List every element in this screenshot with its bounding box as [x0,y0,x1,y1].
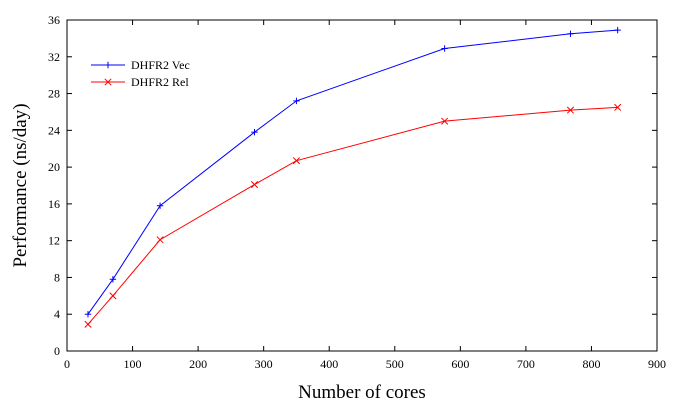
y-tick-label: 4 [54,307,60,321]
legend-marker [104,78,112,86]
y-tick-label: 12 [48,234,60,248]
legend-item: DHFR2 Rel [91,75,189,89]
data-point [441,45,448,52]
series-layer [84,26,622,328]
y-tick-label: 16 [48,197,60,211]
plot-frame [66,19,658,352]
y-tick-label: 8 [54,270,60,284]
data-point [567,30,574,37]
x-axis-title: Number of cores [298,382,426,403]
data-point [156,202,164,209]
series-line [87,29,618,315]
legend-marker [104,61,112,69]
y-tick-label: 20 [48,160,60,174]
x-tick-label: 100 [124,357,142,371]
data-point [614,103,622,111]
x-tick-label: 600 [451,357,469,371]
series-0 [84,26,621,318]
x-tick-label: 0 [64,357,70,371]
legend-label: DHFR2 Rel [131,75,189,89]
data-point [293,97,300,105]
data-point [250,181,259,189]
data-point [566,106,575,114]
x-tick-label: 300 [255,357,273,371]
data-point [614,26,621,34]
legend-label: DHFR2 Vec [131,58,190,72]
y-axis-title: Performance (ns/day) [10,103,31,267]
series-1 [84,103,622,328]
y-tick-label: 32 [48,50,60,64]
y-tick-label: 0 [54,344,60,358]
x-tick-label: 500 [386,357,404,371]
x-tick-label: 800 [582,357,600,371]
y-tick-label: 36 [48,13,60,27]
x-tick-label: 700 [517,357,535,371]
x-tick-label: 400 [320,357,338,371]
data-point [251,128,258,136]
series-line [87,106,618,325]
data-point [441,117,449,125]
data-point [109,292,117,300]
data-point [156,236,164,244]
x-tick-label: 900 [648,357,666,371]
data-point [292,157,300,165]
data-point [84,311,92,318]
data-point [109,276,117,283]
legend-item: DHFR2 Vec [91,58,190,72]
data-point [84,320,92,328]
y-tick-label: 28 [48,87,60,101]
tick-labels: 0 100 200 300 400 500 600 700 800 900 0 4 8 12 16 20 24 2… [48,13,666,371]
x-tick-label: 200 [189,357,207,371]
legend: DHFR2 Vec DHFR2 Rel [91,58,190,89]
y-tick-label: 24 [48,123,60,137]
